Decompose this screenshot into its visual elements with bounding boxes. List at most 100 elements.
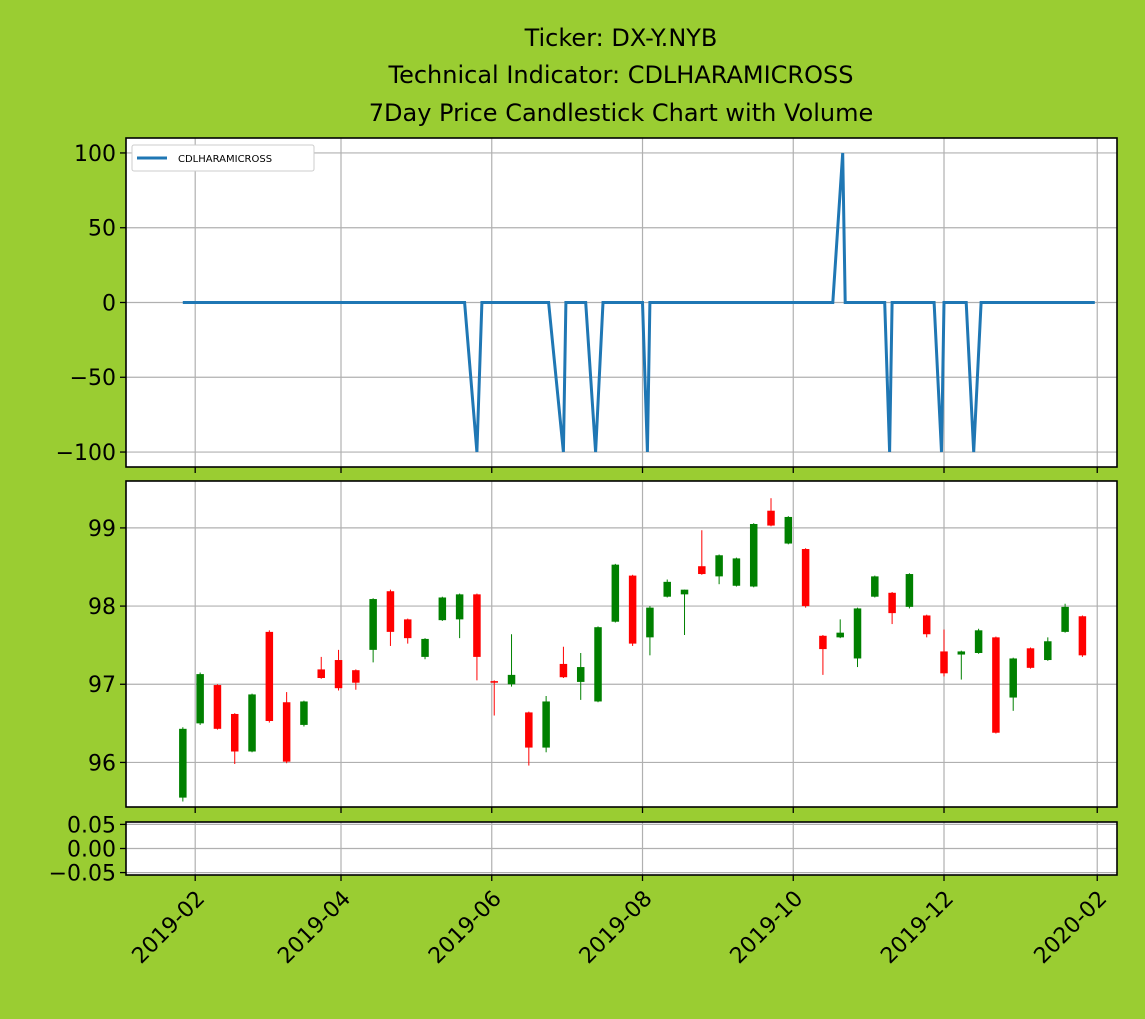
candle-2019-10-20 [836, 619, 844, 639]
candle-body-2019-07-21 [611, 564, 620, 622]
candle-2019-09-08 [732, 557, 741, 587]
candle-body-2019-05-19 [455, 594, 464, 620]
candle-2019-02-24 [248, 693, 256, 753]
candle-body-2019-02-10 [213, 685, 222, 729]
chart-title-line-2: Technical Indicator: CDLHARAMICROSS [388, 61, 854, 89]
candle-2019-12-01 [940, 629, 948, 677]
candle-2020-01-05 [1026, 647, 1035, 669]
candle-2019-05-26 [473, 593, 481, 681]
candle-body-2019-12-01 [940, 651, 948, 674]
candle-2019-10-06 [801, 548, 810, 608]
price-ytick-label-0: 96 [88, 751, 116, 776]
indicator-series [182, 152, 1095, 453]
indicator-y-axis: 100 50 0 −50 −100 [56, 142, 126, 466]
candle-body-2019-04-28 [403, 619, 412, 639]
candle-body-2019-04-07 [352, 670, 360, 683]
candle-2019-03-03 [265, 630, 274, 723]
candle-2019-06-30 [559, 646, 568, 679]
candle-2019-07-28 [628, 574, 637, 646]
volume-ytick-label-2: −0.05 [49, 862, 116, 887]
candle-body-2019-11-10 [888, 592, 896, 614]
candle-2020-01-19 [1061, 603, 1069, 633]
candle-body-2019-04-14 [369, 599, 377, 650]
candle-2019-06-23 [542, 695, 550, 753]
candle-2019-12-29 [1009, 657, 1017, 711]
indicator-x-ticks [194, 467, 1098, 473]
candle-body-2019-02-24 [248, 694, 256, 752]
candle-2019-12-22 [992, 636, 1000, 734]
candle-2019-05-05 [421, 638, 429, 660]
candle-2019-09-01 [715, 554, 723, 585]
candle-2019-11-17 [905, 573, 914, 609]
indicator-ytick-label-4: −100 [56, 441, 116, 466]
candle-2019-07-07 [576, 652, 585, 700]
candle-body-2019-09-29 [784, 516, 793, 544]
candle-body-2019-10-20 [836, 632, 844, 638]
candle-2019-09-15 [749, 523, 758, 588]
candle-body-2019-10-13 [819, 635, 827, 650]
candle-2019-04-28 [403, 618, 412, 644]
candle-2019-04-21 [386, 589, 395, 646]
candle-body-2019-03-31 [334, 660, 343, 689]
candle-2019-05-12 [438, 596, 447, 621]
candle-2019-02-03 [196, 672, 204, 725]
candle-body-2019-05-12 [438, 597, 447, 621]
indicator-legend: CDLHARAMICROSS [131, 144, 315, 172]
candle-body-2020-01-19 [1061, 606, 1069, 632]
candle-body-2020-01-05 [1026, 648, 1035, 668]
candle-2019-06-16 [525, 711, 533, 766]
candle-body-2019-10-27 [853, 608, 862, 659]
candle-2019-08-11 [663, 579, 671, 598]
candle-body-2019-09-01 [715, 555, 723, 577]
candle-2019-11-10 [888, 592, 896, 625]
candle-2019-06-09 [507, 634, 516, 687]
candle-body-2019-09-15 [749, 523, 758, 587]
candle-body-2019-03-10 [282, 702, 291, 762]
price-ytick-label-2: 98 [88, 595, 116, 620]
candle-2019-10-13 [819, 635, 827, 675]
candle-body-2019-03-17 [300, 701, 308, 725]
legend-box [131, 144, 315, 172]
candle-2019-03-31 [334, 649, 343, 691]
candle-body-2019-08-25 [698, 566, 706, 575]
chart-title-line-3: 7Day Price Candlestick Chart with Volume [369, 99, 874, 127]
candle-body-2019-06-30 [559, 663, 568, 678]
candle-body-2019-02-17 [230, 713, 239, 752]
candle-2019-07-21 [611, 563, 620, 623]
candle-2019-02-17 [230, 713, 239, 765]
price-panel: 96 97 98 99 [88, 480, 1118, 813]
indicator-series-line-cdlharamicross [182, 152, 1095, 453]
chart-title: Ticker: DX-Y.NYB Technical Indicator: CD… [369, 24, 874, 127]
candle-2019-04-07 [352, 669, 360, 690]
price-panel-background [126, 481, 1117, 807]
candle-2019-06-02 [490, 680, 498, 716]
candle-body-2019-07-28 [628, 575, 637, 644]
candle-body-2019-11-03 [871, 576, 879, 597]
volume-ytick-label-0: 0.05 [67, 813, 116, 838]
volume-gridlines [126, 822, 1117, 875]
candle-body-2019-06-02 [490, 681, 498, 683]
candle-body-2019-03-03 [265, 631, 274, 722]
candle-2020-01-26 [1078, 615, 1087, 657]
candle-body-2019-05-05 [421, 638, 429, 657]
candle-2019-03-17 [300, 700, 308, 727]
candle-2019-10-27 [853, 607, 862, 668]
candle-2019-03-10 [282, 692, 291, 764]
candle-2019-01-27 [179, 727, 187, 802]
indicator-ytick-label-0: 100 [74, 142, 116, 167]
candle-2019-11-24 [922, 614, 931, 638]
candle-body-2019-06-09 [507, 674, 516, 685]
candle-body-2019-12-08 [957, 651, 966, 655]
indicator-panel: 100 50 0 −50 −100 CDLHARAMICROSS [56, 137, 1118, 473]
legend-label: CDLHARAMICROSS [178, 154, 272, 165]
candle-2019-08-04 [646, 606, 654, 656]
candle-body-2019-12-15 [974, 630, 983, 653]
candle-body-2020-01-12 [1044, 641, 1052, 661]
candle-body-2019-02-03 [196, 674, 204, 724]
candle-2019-02-10 [213, 684, 222, 730]
candle-body-2019-10-06 [801, 549, 810, 607]
candle-body-2019-08-04 [646, 607, 654, 638]
candle-2019-11-03 [871, 575, 879, 598]
price-gridlines [126, 481, 1117, 807]
